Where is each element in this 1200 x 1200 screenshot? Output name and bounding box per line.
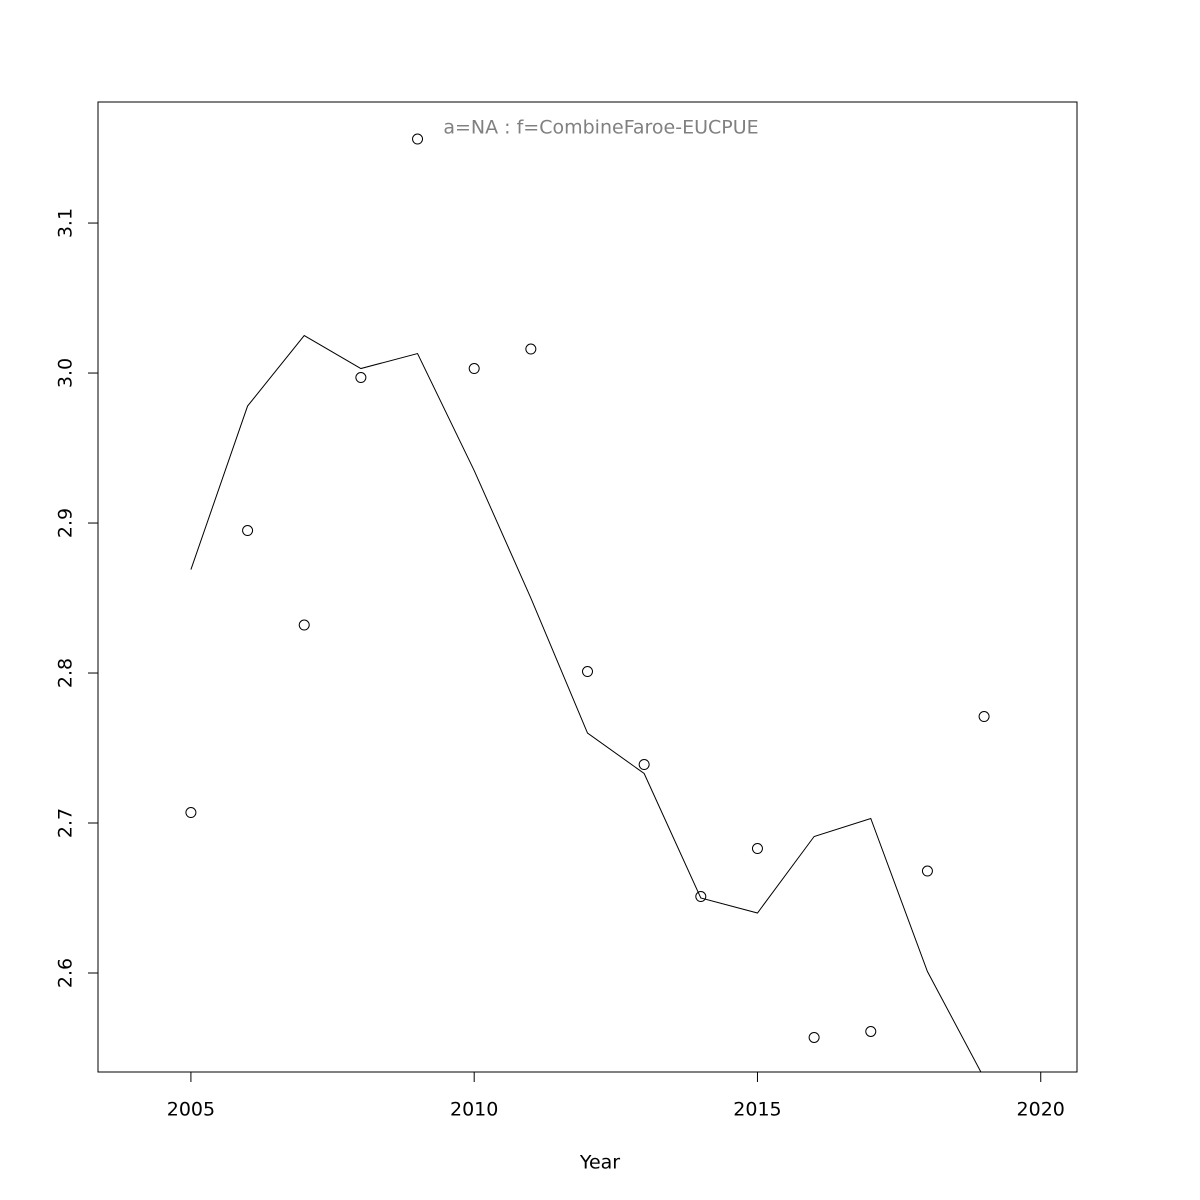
y-tick-label: 2.6	[55, 958, 77, 988]
x-tick-label: 2020	[1017, 1099, 1065, 1121]
x-tick-label: 2015	[733, 1099, 781, 1121]
x-tick-label: 2010	[450, 1099, 498, 1121]
data-point	[525, 343, 537, 355]
y-tick-label: 2.7	[55, 808, 77, 838]
data-point	[185, 807, 197, 819]
data-point	[468, 363, 480, 375]
y-tick-label: 2.8	[55, 658, 77, 688]
y-tick-label: 3.1	[55, 208, 77, 238]
data-point	[638, 759, 650, 771]
plot-area	[185, 133, 990, 1072]
data-point	[355, 372, 367, 384]
x-tick-label: 2005	[167, 1099, 215, 1121]
data-point	[921, 865, 933, 877]
y-tick-label: 2.9	[55, 508, 77, 538]
data-point	[865, 1026, 877, 1038]
data-point	[808, 1032, 820, 1044]
plot-frame	[97, 101, 1078, 1073]
data-point	[751, 843, 763, 855]
data-point	[412, 133, 424, 145]
data-point	[695, 891, 707, 903]
fit-line	[190, 334, 982, 1072]
data-point	[582, 666, 593, 678]
chart-title: a=NA : f=CombineFaroe-EUCPUE	[443, 117, 758, 139]
data-point	[298, 619, 310, 631]
data-point	[242, 525, 254, 537]
data-point	[978, 711, 990, 723]
x-axis-label: Year	[579, 1152, 620, 1174]
y-tick-label: 3.0	[55, 358, 77, 388]
